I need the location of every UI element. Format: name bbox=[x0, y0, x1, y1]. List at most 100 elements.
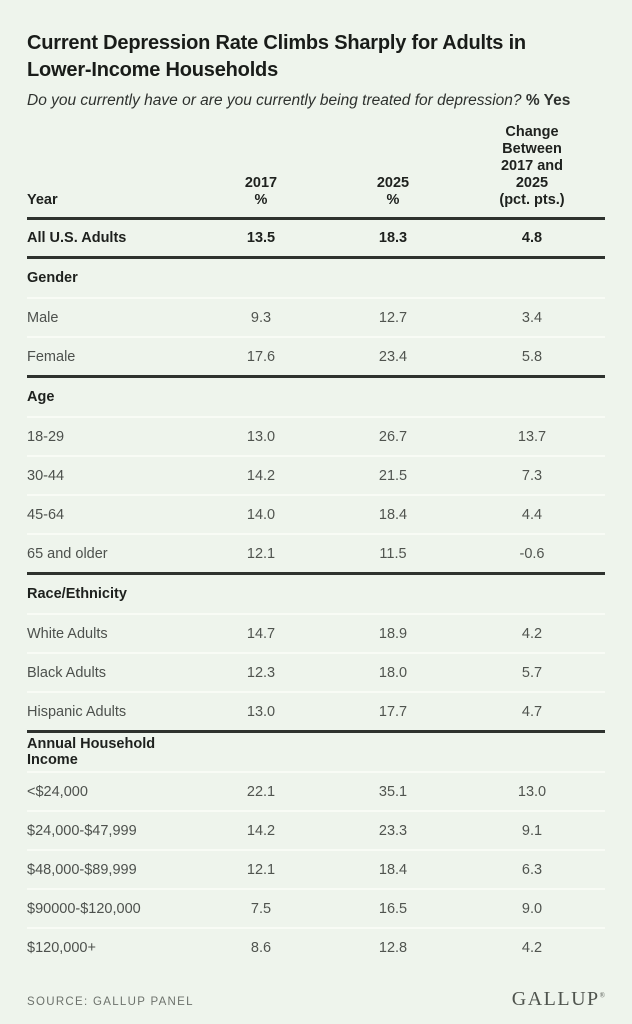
table-row: 30-44 14.2 21.5 7.3 bbox=[27, 457, 605, 496]
row-value: 11.5 bbox=[379, 545, 407, 562]
row-value: 18.4 bbox=[378, 861, 408, 878]
row-value: 14.0 bbox=[246, 506, 276, 523]
row-value: 3.4 bbox=[521, 309, 543, 326]
row-value: 12.1 bbox=[246, 545, 276, 562]
row-value: 9.1 bbox=[521, 822, 543, 839]
row-value: 9.3 bbox=[250, 309, 272, 326]
row-label: Age bbox=[27, 389, 55, 405]
row-value: 14.2 bbox=[246, 467, 276, 484]
table-row: <$24,000 22.1 35.1 13.0 bbox=[27, 773, 605, 812]
row-label: $48,000-$89,999 bbox=[27, 861, 137, 878]
row-value: 9.0 bbox=[521, 900, 543, 917]
row-value: 4.2 bbox=[521, 939, 543, 956]
row-label: Female bbox=[27, 348, 76, 365]
row-label: $90000-$120,000 bbox=[27, 900, 141, 917]
table-row: Male 9.3 12.7 3.4 bbox=[27, 299, 605, 338]
row-value: -0.6 bbox=[519, 545, 545, 562]
row-label: Male bbox=[27, 309, 59, 326]
row-label: Hispanic Adults bbox=[27, 703, 127, 720]
row-label: 45-64 bbox=[27, 506, 65, 523]
row-value: 4.4 bbox=[521, 506, 543, 523]
row-label: 65 and older bbox=[27, 545, 108, 562]
row-value: 7.3 bbox=[521, 467, 543, 484]
survey-question: Do you currently have or are you current… bbox=[27, 90, 587, 112]
row-label: All U.S. Adults bbox=[27, 230, 127, 246]
row-value: 23.3 bbox=[378, 822, 408, 839]
table-header-row: Year 2017 % 2025 % Change Between 2017 a… bbox=[27, 124, 605, 220]
table-row: $120,000+ 8.6 12.8 4.2 bbox=[27, 929, 605, 966]
table-body: All U.S. Adults 13.5 18.3 4.8 Gender Male 9.3 1… bbox=[27, 220, 605, 966]
row-value: 12.1 bbox=[246, 861, 276, 878]
row-value: 18.4 bbox=[378, 506, 408, 523]
row-value: 17.7 bbox=[378, 703, 408, 720]
row-value: 7.5 bbox=[250, 900, 272, 917]
row-value: 5.7 bbox=[521, 664, 543, 681]
row-value: 14.7 bbox=[246, 625, 276, 642]
table-row: Hispanic Adults 13.0 17.7 4.7 bbox=[27, 693, 605, 733]
row-value: 18.9 bbox=[378, 625, 408, 642]
row-value: 5.8 bbox=[521, 348, 543, 365]
row-value: 12.7 bbox=[378, 309, 408, 326]
row-value: 21.5 bbox=[378, 467, 408, 484]
row-value: 18.0 bbox=[378, 664, 408, 681]
table-row: Black Adults 12.3 18.0 5.7 bbox=[27, 654, 605, 693]
row-value: 13.0 bbox=[246, 428, 276, 445]
row-value: 13.7 bbox=[517, 428, 547, 445]
column-header-2025: 2025 % bbox=[376, 175, 410, 208]
row-value: 8.6 bbox=[250, 939, 272, 956]
footer: SOURCE: GALLUP PANEL GALLUP® bbox=[27, 988, 605, 1011]
column-header-year: Year bbox=[27, 192, 58, 208]
row-label: $24,000-$47,999 bbox=[27, 822, 137, 839]
row-label: Gender bbox=[27, 270, 78, 286]
row-value: 12.8 bbox=[378, 939, 408, 956]
registered-mark: ® bbox=[599, 991, 605, 1000]
table-row: $24,000-$47,999 14.2 23.3 9.1 bbox=[27, 812, 605, 851]
row-value: 4.8 bbox=[521, 230, 543, 246]
row-label: Race/Ethnicity bbox=[27, 586, 127, 602]
row-value: 6.3 bbox=[521, 861, 543, 878]
survey-question-metric: % Yes bbox=[525, 92, 571, 109]
table-row: 18-29 13.0 26.7 13.7 bbox=[27, 418, 605, 457]
row-value: 18.3 bbox=[378, 230, 408, 246]
depression-rate-table: Year 2017 % 2025 % Change Between 2017 a… bbox=[27, 124, 605, 966]
row-label: <$24,000 bbox=[27, 783, 88, 800]
section-header-row: Annual Household Income bbox=[27, 733, 605, 773]
row-value: 26.7 bbox=[378, 428, 408, 445]
row-label: $120,000+ bbox=[27, 939, 96, 956]
table-row: Female 17.6 23.4 5.8 bbox=[27, 338, 605, 378]
row-label: White Adults bbox=[27, 625, 108, 642]
section-header-row: Age bbox=[27, 378, 605, 418]
row-value: 13.5 bbox=[246, 230, 276, 246]
row-label: Annual Household Income bbox=[27, 736, 156, 768]
row-value: 13.0 bbox=[517, 783, 547, 800]
row-label: 30-44 bbox=[27, 467, 65, 484]
table-row-summary: All U.S. Adults 13.5 18.3 4.8 bbox=[27, 220, 605, 259]
row-value: 35.1 bbox=[378, 783, 408, 800]
row-label: 18-29 bbox=[27, 428, 65, 445]
row-value: 4.7 bbox=[521, 703, 543, 720]
gallup-logo: GALLUP® bbox=[512, 988, 605, 1011]
row-value: 14.2 bbox=[246, 822, 276, 839]
row-value: 23.4 bbox=[378, 348, 408, 365]
table-row: $48,000-$89,999 12.1 18.4 6.3 bbox=[27, 851, 605, 890]
table-row: $90000-$120,000 7.5 16.5 9.0 bbox=[27, 890, 605, 929]
row-value: 17.6 bbox=[246, 348, 276, 365]
row-value: 4.2 bbox=[521, 625, 543, 642]
section-header-row: Race/Ethnicity bbox=[27, 575, 605, 615]
column-header-change: Change Between 2017 and 2025 (pct. pts.) bbox=[499, 124, 565, 208]
page-title: Current Depression Rate Climbs Sharply f… bbox=[27, 32, 526, 81]
row-value: 16.5 bbox=[378, 900, 408, 917]
table-row: 45-64 14.0 18.4 4.4 bbox=[27, 496, 605, 535]
column-header-2017: 2017 % bbox=[244, 175, 278, 208]
row-label: Black Adults bbox=[27, 664, 106, 681]
gallup-logo-text: GALLUP bbox=[511, 988, 600, 1010]
section-header-row: Gender bbox=[27, 259, 605, 299]
table-row: 65 and older 12.1 11.5 -0.6 bbox=[27, 535, 605, 575]
row-value: 13.0 bbox=[246, 703, 276, 720]
row-value: 22.1 bbox=[246, 783, 276, 800]
table-row: White Adults 14.7 18.9 4.2 bbox=[27, 615, 605, 654]
source-credit: SOURCE: GALLUP PANEL bbox=[27, 996, 194, 1008]
row-value: 12.3 bbox=[246, 664, 276, 681]
survey-question-text: Do you currently have or are you current… bbox=[27, 92, 522, 109]
